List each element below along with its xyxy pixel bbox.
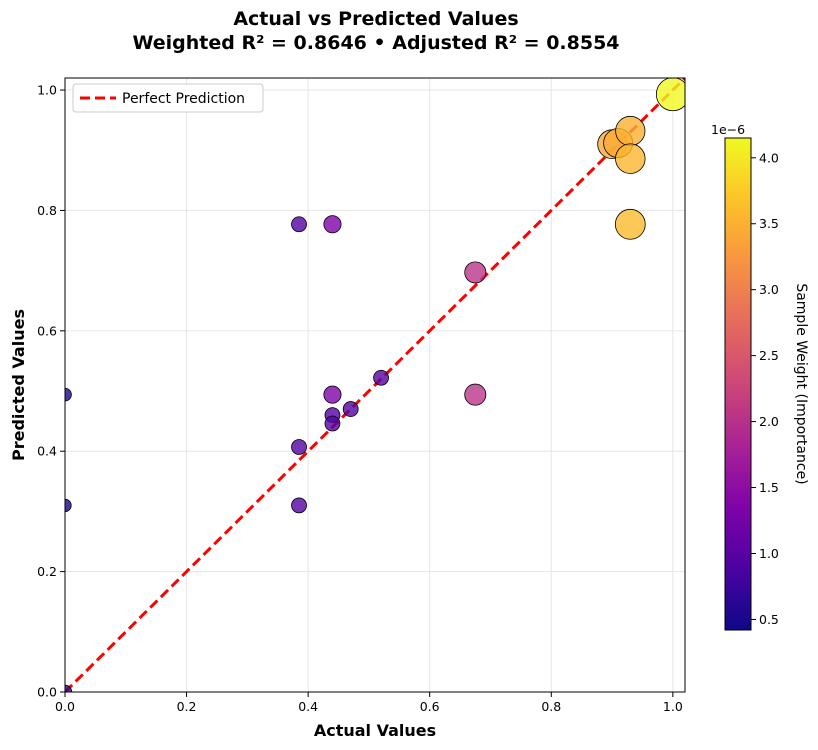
grid bbox=[64, 78, 685, 693]
legend-label: Perfect Prediction bbox=[122, 91, 245, 107]
chart-title-line2: Weighted R² = 0.8646 • Adjusted R² = 0.8… bbox=[132, 32, 619, 54]
colorbar-tick-label: 3.5 bbox=[759, 216, 779, 231]
x-axis-label: Actual Values bbox=[314, 721, 436, 740]
data-point bbox=[291, 439, 307, 455]
x-tick-label: 0.0 bbox=[55, 699, 75, 714]
x-axis-ticks: 0.0 0.2 0.4 0.6 0.8 1.0 bbox=[55, 692, 683, 714]
x-tick-label: 0.4 bbox=[298, 699, 318, 714]
x-tick-label: 0.2 bbox=[177, 699, 197, 714]
y-tick-label: 0.0 bbox=[37, 685, 57, 700]
data-point bbox=[342, 401, 359, 417]
data-point bbox=[291, 216, 307, 233]
data-point bbox=[373, 369, 389, 386]
y-axis-ticks: 0.0 0.2 0.4 0.6 0.8 1.0 bbox=[37, 83, 65, 700]
perfect-prediction-line bbox=[65, 78, 685, 692]
y-tick-label: 0.4 bbox=[37, 444, 57, 459]
data-point bbox=[614, 208, 646, 240]
data-point bbox=[655, 78, 685, 112]
x-tick-label: 0.8 bbox=[541, 699, 561, 714]
colorbar-tick-label: 1.5 bbox=[759, 480, 779, 495]
chart-title-line1: Actual vs Predicted Values bbox=[233, 8, 518, 30]
y-tick-label: 0.8 bbox=[37, 203, 57, 218]
colorbar: 0.5 1.0 1.5 2.0 2.5 3.0 3.5 4.0 1e−6 Sample Wei… bbox=[711, 122, 809, 631]
x-tick-label: 0.6 bbox=[420, 699, 440, 714]
colorbar-scale-label: 1e−6 bbox=[711, 122, 745, 137]
data-point bbox=[615, 143, 646, 174]
data-point bbox=[464, 383, 487, 406]
data-point bbox=[323, 385, 342, 404]
colorbar-tick-label: 0.5 bbox=[759, 612, 779, 627]
colorbar-tick-label: 3.0 bbox=[759, 282, 779, 297]
points-layer bbox=[65, 78, 685, 692]
x-tick-label: 1.0 bbox=[663, 699, 683, 714]
colorbar-ticks: 0.5 1.0 1.5 2.0 2.5 3.0 3.5 4.0 bbox=[751, 150, 779, 627]
colorbar-tick-label: 1.0 bbox=[759, 546, 779, 561]
data-point bbox=[464, 261, 487, 284]
legend: Perfect Prediction bbox=[72, 83, 264, 113]
y-tick-label: 0.2 bbox=[37, 564, 57, 579]
colorbar-label: Sample Weight (Importance) bbox=[793, 283, 809, 484]
colorbar-tick-label: 2.5 bbox=[759, 348, 779, 363]
colorbar-tick-label: 4.0 bbox=[759, 150, 779, 165]
plot-frame bbox=[64, 77, 686, 693]
y-axis-label: Predicted Values bbox=[9, 309, 28, 461]
data-point bbox=[65, 387, 72, 402]
colorbar-tick-label: 2.0 bbox=[759, 414, 779, 429]
y-tick-label: 1.0 bbox=[37, 83, 57, 98]
data-point bbox=[615, 115, 646, 147]
data-point bbox=[291, 497, 307, 514]
reference-line-layer bbox=[65, 78, 685, 692]
data-point bbox=[324, 415, 341, 432]
y-tick-label: 0.6 bbox=[37, 323, 57, 338]
legend-box bbox=[72, 83, 264, 113]
colorbar-gradient bbox=[724, 137, 752, 631]
data-point bbox=[323, 215, 342, 234]
